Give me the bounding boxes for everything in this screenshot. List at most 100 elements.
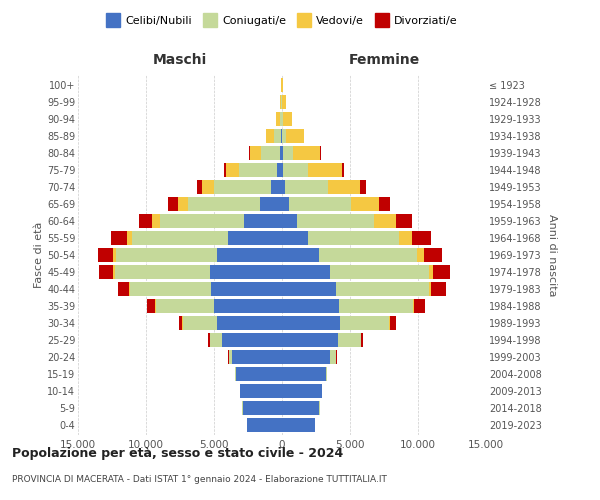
Bar [429, 265, 433, 279]
Text: Femmine: Femmine [349, 52, 419, 66]
Bar [282, 265, 329, 279]
Bar [183, 316, 217, 330]
Bar [337, 282, 429, 296]
Bar [395, 214, 412, 228]
Bar [361, 332, 363, 347]
Bar [319, 248, 416, 262]
Bar [274, 129, 281, 144]
Bar [329, 350, 337, 364]
Bar [148, 298, 155, 313]
Bar [282, 350, 329, 364]
Bar [282, 163, 283, 178]
Bar [282, 332, 338, 347]
Bar [282, 418, 316, 432]
Text: Maschi: Maschi [153, 52, 207, 66]
Bar [222, 332, 282, 347]
Bar [133, 231, 227, 245]
Bar [360, 180, 365, 194]
Bar [98, 248, 113, 262]
Bar [130, 282, 211, 296]
Bar [286, 180, 328, 194]
Bar [128, 282, 130, 296]
Bar [282, 112, 283, 126]
Bar [293, 146, 320, 160]
Bar [282, 197, 289, 212]
Bar [208, 332, 210, 347]
Bar [211, 282, 282, 296]
Bar [240, 384, 282, 398]
Bar [115, 265, 210, 279]
Bar [339, 298, 413, 313]
Bar [433, 265, 449, 279]
Bar [152, 214, 160, 228]
Bar [249, 146, 250, 160]
Bar [282, 180, 286, 194]
Bar [139, 214, 152, 228]
Bar [286, 129, 304, 144]
Bar [118, 282, 128, 296]
Bar [227, 231, 282, 245]
Bar [197, 180, 202, 194]
Bar [247, 418, 282, 432]
Bar [283, 163, 308, 178]
Bar [399, 231, 412, 245]
Bar [308, 163, 342, 178]
Bar [217, 316, 282, 330]
Bar [214, 180, 271, 194]
Y-axis label: Anni di nascita: Anni di nascita [547, 214, 557, 296]
Bar [342, 163, 344, 178]
Bar [413, 298, 425, 313]
Bar [210, 332, 222, 347]
Bar [99, 265, 113, 279]
Bar [280, 95, 281, 110]
Bar [261, 146, 280, 160]
Bar [326, 366, 327, 381]
Bar [280, 146, 282, 160]
Bar [429, 282, 431, 296]
Bar [160, 214, 244, 228]
Bar [416, 248, 424, 262]
Bar [282, 78, 283, 92]
Bar [282, 129, 286, 144]
Bar [282, 248, 319, 262]
Bar [281, 129, 282, 144]
Bar [329, 265, 429, 279]
Bar [111, 231, 127, 245]
Bar [412, 231, 431, 245]
Bar [235, 366, 236, 381]
Bar [282, 366, 326, 381]
Bar [217, 248, 282, 262]
Bar [260, 197, 282, 212]
Bar [282, 400, 319, 415]
Legend: Celibi/Nubili, Coniugati/e, Vedovi/e, Divorziati/e: Celibi/Nubili, Coniugati/e, Vedovi/e, Di… [102, 10, 462, 30]
Bar [244, 214, 282, 228]
Bar [283, 112, 292, 126]
Bar [297, 214, 374, 228]
Bar [277, 163, 282, 178]
Bar [188, 197, 260, 212]
Bar [282, 282, 337, 296]
Bar [224, 163, 226, 178]
Bar [282, 316, 340, 330]
Bar [242, 400, 282, 415]
Bar [169, 197, 178, 212]
Bar [239, 163, 277, 178]
Bar [202, 180, 214, 194]
Bar [113, 265, 115, 279]
Text: Popolazione per età, sesso e stato civile - 2024: Popolazione per età, sesso e stato civil… [12, 448, 343, 460]
Bar [379, 197, 390, 212]
Y-axis label: Fasce di età: Fasce di età [34, 222, 44, 288]
Bar [338, 332, 361, 347]
Bar [155, 298, 214, 313]
Bar [214, 298, 282, 313]
Bar [340, 316, 389, 330]
Bar [282, 214, 297, 228]
Bar [113, 248, 116, 262]
Bar [308, 231, 399, 245]
Bar [276, 112, 280, 126]
Bar [282, 384, 322, 398]
Bar [374, 214, 395, 228]
Bar [271, 180, 282, 194]
Bar [116, 248, 217, 262]
Bar [232, 350, 282, 364]
